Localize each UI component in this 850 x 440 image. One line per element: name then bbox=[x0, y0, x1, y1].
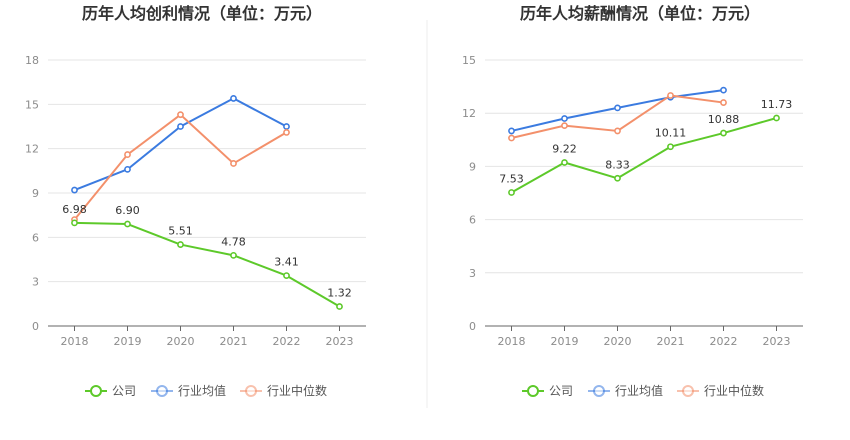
x-tick-label: 2021 bbox=[220, 335, 248, 348]
data-point-industry-median bbox=[177, 111, 184, 119]
data-point-company bbox=[124, 220, 131, 228]
data-point-company bbox=[561, 159, 568, 166]
x-tick-label: 2020 bbox=[604, 335, 632, 348]
data-point-industry-avg bbox=[508, 127, 515, 135]
data-label: 11.73 bbox=[761, 98, 793, 111]
x-tick-label: 2019 bbox=[114, 335, 142, 348]
data-label: 8.33 bbox=[605, 158, 630, 171]
legend-item-company[interactable]: 公司 bbox=[522, 384, 573, 398]
legend-marker-icon bbox=[682, 385, 694, 397]
legend-label: 行业均值 bbox=[178, 383, 226, 398]
data-point-industry-avg bbox=[720, 86, 727, 94]
legend-marker-icon bbox=[245, 385, 257, 397]
data-point-industry-avg bbox=[561, 115, 568, 122]
data-point-industry-median bbox=[561, 122, 568, 130]
data-point-industry-median bbox=[124, 151, 131, 158]
x-tick-label: 2020 bbox=[167, 335, 195, 348]
data-point-company bbox=[667, 143, 674, 151]
data-point-industry-avg bbox=[71, 186, 78, 194]
chart-per-capita-salary: 历年人均薪酬情况（单位：万元） 0 3 6 9 12 15 2018 2019 2020 2021… bbox=[462, 4, 803, 398]
data-point-industry-median bbox=[508, 134, 515, 142]
data-point-industry-median bbox=[283, 129, 290, 136]
y-tick-label: 12 bbox=[462, 107, 476, 120]
y-tick-label: 3 bbox=[32, 276, 39, 289]
y-tick-label: 15 bbox=[25, 98, 39, 111]
y-tick-label: 6 bbox=[32, 231, 39, 244]
data-point-industry-median bbox=[230, 160, 237, 167]
data-label: 10.11 bbox=[655, 127, 687, 140]
data-label: 9.22 bbox=[552, 142, 577, 155]
data-label: 7.53 bbox=[499, 172, 524, 185]
data-point-industry-avg bbox=[177, 123, 184, 130]
data-point-company bbox=[283, 272, 290, 280]
y-tick-label: 15 bbox=[462, 54, 476, 67]
x-tick-label: 2023 bbox=[763, 335, 791, 348]
x-tick-label: 2019 bbox=[551, 335, 579, 348]
chart-title: 历年人均创利情况（单位：万元） bbox=[82, 4, 322, 23]
legend-label: 行业中位数 bbox=[267, 383, 327, 398]
x-tick-label: 2018 bbox=[498, 335, 526, 348]
data-label: 1.32 bbox=[327, 286, 352, 299]
series-line-industry-median bbox=[73, 113, 288, 221]
data-point-industry-avg bbox=[283, 123, 290, 130]
legend-marker-icon bbox=[527, 385, 539, 397]
legend-marker-icon bbox=[90, 385, 102, 397]
data-point-industry-avg bbox=[230, 95, 237, 102]
data-label: 6.98 bbox=[62, 203, 87, 216]
legend-item-industry-median[interactable]: 行业中位数 bbox=[677, 383, 764, 398]
data-point-industry-median bbox=[614, 127, 621, 135]
y-tick-label: 0 bbox=[32, 320, 39, 333]
legend-label: 公司 bbox=[549, 384, 573, 398]
data-point-company bbox=[230, 251, 237, 259]
data-point-company bbox=[177, 241, 184, 248]
legend-item-company[interactable]: 公司 bbox=[85, 384, 136, 398]
legend-marker-icon bbox=[156, 385, 168, 397]
data-point-industry-avg bbox=[124, 165, 131, 173]
y-tick-label: 9 bbox=[469, 160, 476, 173]
data-point-industry-median bbox=[667, 92, 674, 99]
data-label: 5.51 bbox=[168, 225, 193, 238]
series-line-company bbox=[74, 221, 341, 308]
data-point-company bbox=[508, 189, 515, 196]
legend-item-industry-median[interactable]: 行业中位数 bbox=[240, 383, 327, 398]
x-tick-label: 2021 bbox=[657, 335, 685, 348]
y-tick-label: 0 bbox=[469, 320, 476, 333]
x-tick-label: 2022 bbox=[273, 335, 301, 348]
series-line-company bbox=[511, 117, 777, 194]
legend-label: 行业均值 bbox=[615, 383, 663, 398]
data-point-industry-median bbox=[720, 99, 727, 106]
data-point-company bbox=[71, 219, 78, 227]
data-label: 3.41 bbox=[274, 256, 299, 269]
y-tick-label: 6 bbox=[469, 214, 476, 227]
data-point-company bbox=[336, 303, 343, 310]
y-tick-label: 12 bbox=[25, 143, 39, 156]
y-tick-label: 18 bbox=[25, 54, 39, 67]
chart-per-capita-profit: 历年人均创利情况（单位：万元） 0 3 6 9 12 15 18 2018 2019 2020 20… bbox=[25, 4, 366, 398]
legend-marker-icon bbox=[593, 385, 605, 397]
legend-item-industry-avg[interactable]: 行业均值 bbox=[588, 383, 663, 398]
x-tick-label: 2023 bbox=[326, 335, 354, 348]
data-point-company bbox=[720, 129, 727, 137]
legend-label: 公司 bbox=[112, 384, 136, 398]
data-point-company bbox=[614, 174, 621, 182]
data-label: 10.88 bbox=[708, 113, 740, 126]
chart-title: 历年人均薪酬情况（单位：万元） bbox=[520, 4, 760, 23]
data-point-industry-avg bbox=[614, 104, 621, 112]
x-tick-label: 2018 bbox=[61, 335, 89, 348]
data-label: 4.78 bbox=[221, 235, 246, 248]
data-label: 6.90 bbox=[115, 204, 140, 217]
y-tick-label: 3 bbox=[469, 267, 476, 280]
x-tick-label: 2022 bbox=[710, 335, 738, 348]
y-tick-label: 9 bbox=[32, 187, 39, 200]
data-point-company bbox=[773, 114, 780, 122]
legend-item-industry-avg[interactable]: 行业均值 bbox=[151, 383, 226, 398]
legend-label: 行业中位数 bbox=[704, 383, 764, 398]
